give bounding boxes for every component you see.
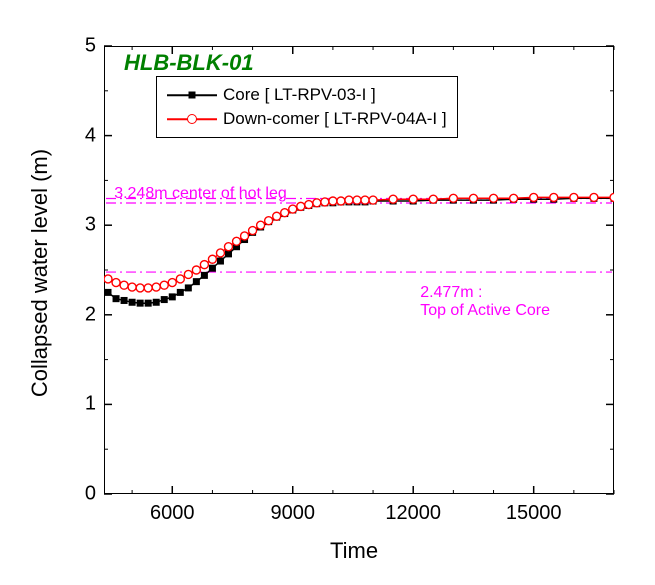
y-tick-label: 0 <box>56 483 96 506</box>
reference-annotation: 2.477m :Top of Active Core <box>420 284 550 320</box>
y-tick-label: 4 <box>56 124 96 147</box>
x-tick-label: 6000 <box>150 502 195 525</box>
x-tick-label: 9000 <box>270 502 315 525</box>
y-axis-label: Collapsed water level (m) <box>27 143 53 403</box>
legend-swatch <box>167 109 217 129</box>
x-tick-label: 15000 <box>506 502 562 525</box>
legend: Core [ LT-RPV-03-I ] Down-comer [ LT-RPV-… <box>156 76 458 138</box>
y-tick-label: 1 <box>56 393 96 416</box>
y-tick-label: 2 <box>56 303 96 326</box>
legend-swatch <box>167 85 217 105</box>
y-tick-label: 5 <box>56 35 96 58</box>
x-tick-label: 12000 <box>385 502 441 525</box>
chart-container: HLB-BLK-01 600090001200015000012345 Time… <box>0 0 655 585</box>
legend-label: Core [ LT-RPV-03-I ] <box>223 85 376 105</box>
legend-item: Core [ LT-RPV-03-I ] <box>167 83 447 107</box>
reference-annotation: 3.248m center of hot leg <box>114 185 287 203</box>
legend-item: Down-comer [ LT-RPV-04A-I ] <box>167 107 447 131</box>
x-axis-label: Time <box>330 538 378 564</box>
y-tick-label: 3 <box>56 214 96 237</box>
legend-label: Down-comer [ LT-RPV-04A-I ] <box>223 109 447 129</box>
